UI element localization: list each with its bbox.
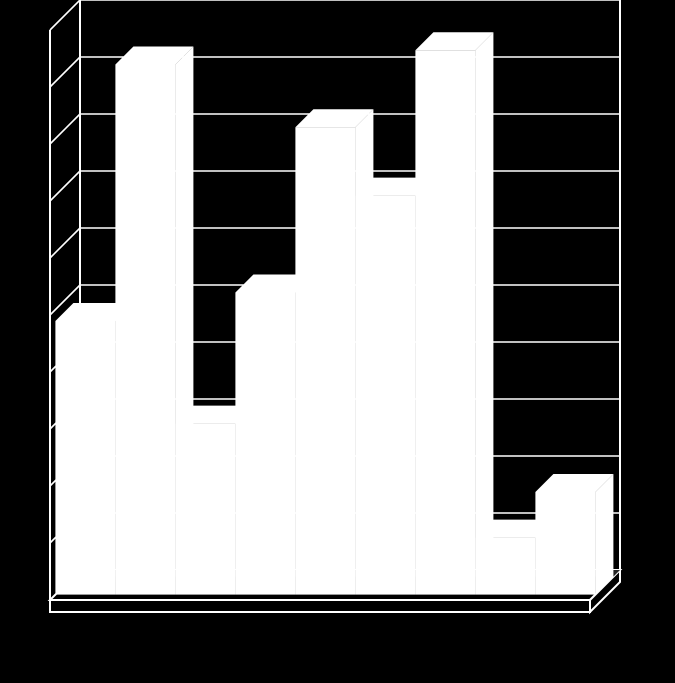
bar-front (115, 65, 175, 595)
bar-side (595, 474, 613, 595)
chart-floor-front (50, 600, 590, 612)
bar-front (235, 293, 295, 595)
bar-front (415, 50, 475, 594)
bar-front (295, 127, 355, 594)
bar-front (475, 538, 535, 595)
bar-front (175, 424, 235, 595)
bar-front (55, 321, 115, 595)
bar-front (535, 492, 595, 595)
bar-side (475, 32, 493, 594)
bar-chart-3d (0, 0, 675, 683)
bar-front (355, 196, 415, 595)
